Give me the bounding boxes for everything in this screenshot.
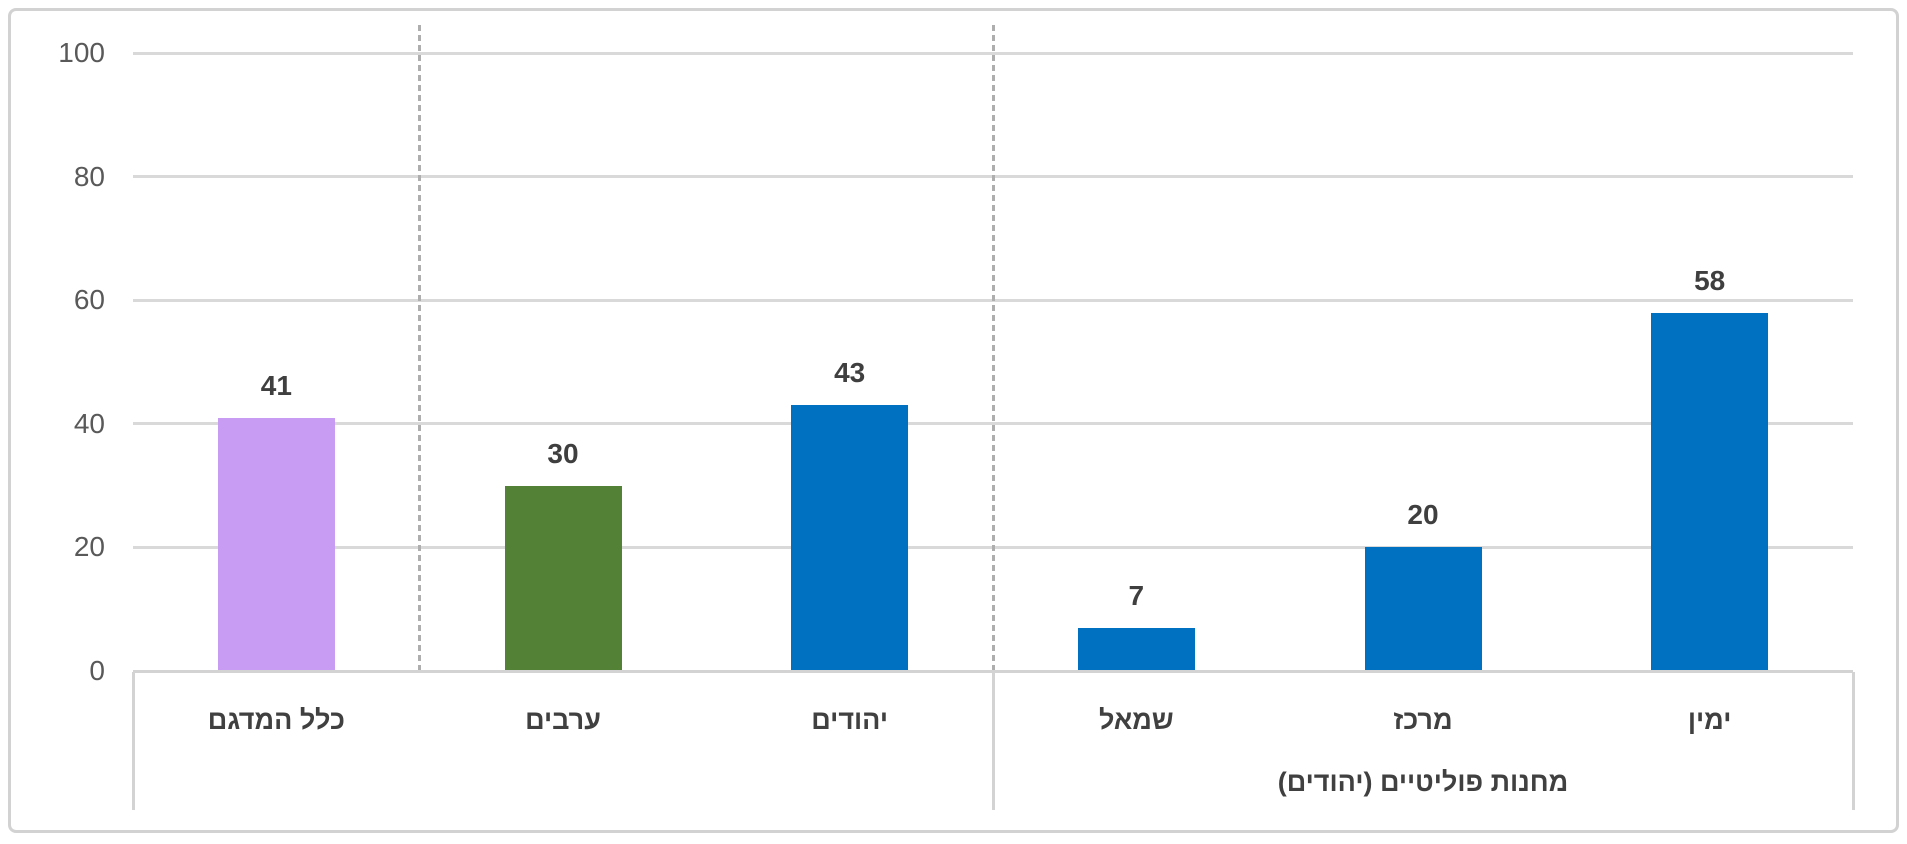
- category-axis-label: ימין: [1687, 705, 1732, 735]
- bar-value-label: 7: [1128, 579, 1145, 611]
- category-group-label: מחנות פוליטיים (יהודים): [1277, 767, 1569, 797]
- axis-label-area-divider: [1851, 672, 1855, 810]
- y-axis-tick-label: 40: [73, 407, 105, 439]
- bar-2: [791, 405, 909, 671]
- axis-label-area-divider: [131, 672, 135, 810]
- bar-3: [1077, 627, 1195, 671]
- y-axis-tick-label: 100: [58, 37, 105, 68]
- category-axis-label: ערבים: [525, 705, 601, 735]
- group-separator-dashed-line: [418, 25, 422, 671]
- category-axis-baseline: [133, 670, 1853, 673]
- bar-value-label: 58: [1694, 264, 1726, 296]
- category-axis-label: מרכז: [1393, 705, 1453, 735]
- bar-4: [1364, 547, 1482, 671]
- bar-1: [504, 485, 622, 671]
- bar-value-label: 41: [260, 369, 292, 401]
- y-axis-tick-label: 80: [73, 160, 105, 192]
- category-axis-label: שמאל: [1098, 705, 1174, 735]
- bar-value-label: 30: [547, 437, 579, 469]
- category-axis-label: כלל המדגם: [207, 705, 345, 735]
- group-separator-dashed-line: [991, 25, 995, 671]
- y-axis-tick-label: 60: [73, 284, 105, 316]
- bar-value-label: 20: [1407, 499, 1439, 531]
- y-axis-tick-label: 20: [73, 531, 105, 563]
- bar-value-label: 43: [834, 357, 866, 389]
- bar-0: [217, 417, 335, 671]
- axis-label-area-divider: [991, 672, 995, 810]
- bar-5: [1651, 312, 1769, 671]
- category-axis-label: יהודים: [811, 705, 889, 735]
- y-axis-tick-label: 0: [89, 655, 105, 686]
